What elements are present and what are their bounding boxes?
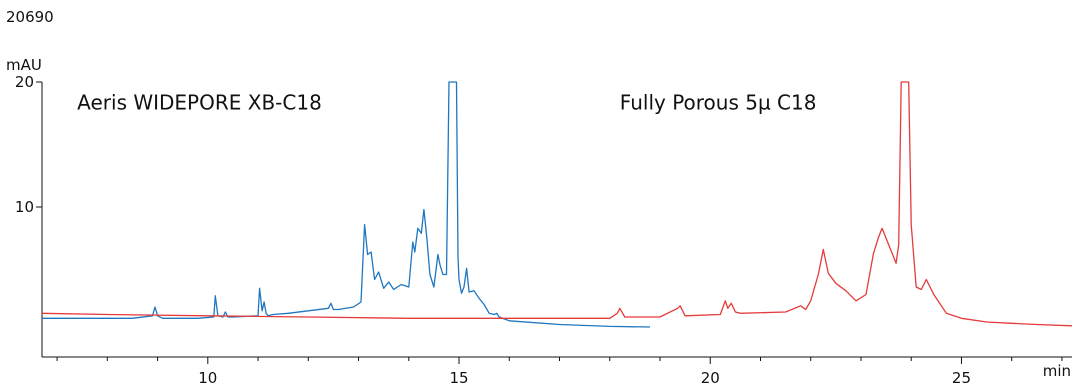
y-tick-label: 20 xyxy=(15,73,34,91)
x-tick-label: 10 xyxy=(198,369,217,387)
x-axis-unit: min xyxy=(1042,362,1071,380)
series-line-red xyxy=(41,81,1073,327)
chart-title: 20690 xyxy=(6,8,54,26)
x-tick-label: 15 xyxy=(449,369,468,387)
x-tick-label: 20 xyxy=(701,369,720,387)
chart-annotation: Fully Porous 5µ C18 xyxy=(620,91,817,115)
series-line-blue xyxy=(42,81,651,328)
y-tick-label: 10 xyxy=(15,198,34,216)
chart-annotation: Aeris WIDEPORE XB-C18 xyxy=(77,91,322,115)
x-tick-label: 25 xyxy=(952,369,971,387)
y-axis-unit: mAU xyxy=(6,56,42,74)
